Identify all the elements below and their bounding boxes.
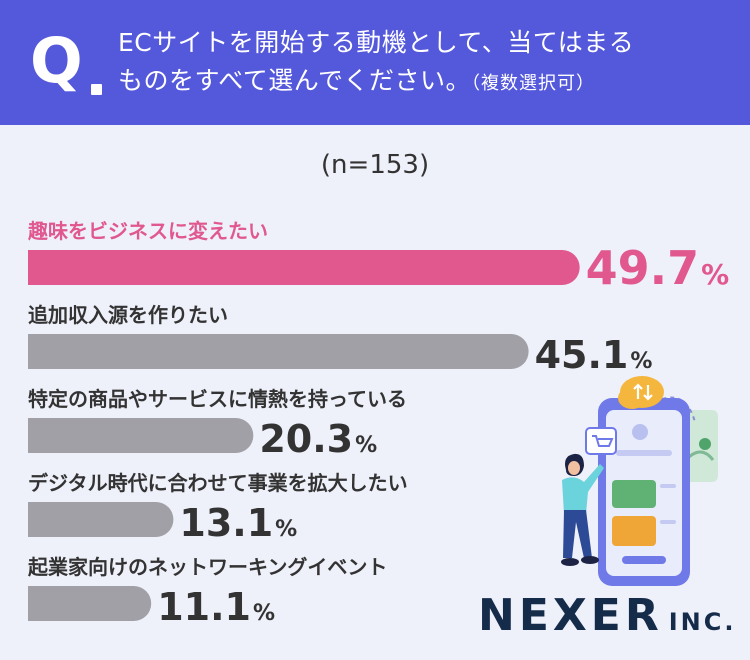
value-label: 49.7% (586, 241, 730, 295)
question-text-line2-main: ものをすべて選んでください。 (118, 66, 472, 95)
bars-layer: 趣味をビジネスに変えたい 49.7% 追加収入源を作りたい 45.1% 特定の商品やサー… (27, 219, 729, 629)
arrow-up-icon (633, 383, 643, 399)
screen-line (616, 450, 672, 456)
logo-suffix: INC. (668, 608, 737, 636)
value-unit: % (630, 349, 652, 374)
value-unit: % (275, 517, 297, 542)
bar-left-edge (28, 586, 63, 621)
sample-size-label: (n=153) (320, 150, 430, 180)
value-label: 11.1% (157, 585, 275, 629)
value-label: 13.1% (179, 501, 297, 545)
question-note: （複数選択可） (471, 73, 596, 94)
screen-line (660, 520, 676, 524)
value-unit: % (701, 258, 729, 291)
value-label: 45.1% (535, 333, 653, 377)
category-label: 趣味をビジネスに変えたい (27, 219, 268, 243)
category-label: 追加収入源を作りたい (28, 303, 228, 327)
ecommerce-illustration (561, 376, 718, 586)
screen-button (622, 556, 666, 564)
person-face (568, 461, 580, 475)
product-card-orange (612, 516, 656, 546)
category-label: デジタル時代に合わせて事業を拡大したい (28, 471, 408, 495)
value-unit: % (355, 433, 377, 458)
category-label: 起業家向けのネットワーキングイベント (27, 555, 387, 579)
bar-left-edge (28, 334, 63, 369)
bar-left-edge (28, 250, 63, 285)
bar-left-edge (28, 502, 63, 537)
person-shoe (581, 556, 599, 564)
category-label: 特定の商品やサービスに情熱を持っている (28, 387, 407, 411)
person-shoe (561, 558, 579, 566)
question-mark: Q (30, 24, 83, 97)
product-card-green (612, 480, 656, 508)
bar (28, 502, 174, 537)
screen-line (660, 484, 676, 488)
nexer-logo: NEXER INC. (478, 591, 737, 647)
value-unit: % (253, 601, 275, 626)
question-header: Q ECサイトを開始する動機として、当てはまる ものをすべて選んでください。（複… (0, 0, 750, 125)
question-mark-dot (91, 84, 102, 95)
logo-main: NEXER (478, 590, 663, 641)
cart-icon (592, 435, 614, 447)
bar (28, 250, 580, 285)
person-shirt (562, 464, 604, 514)
bar (28, 418, 254, 453)
arrow-down-icon (643, 385, 653, 401)
profile-icon (632, 424, 648, 440)
bar (28, 334, 529, 369)
question-text-line2: ものをすべて選んでください。（複数選択可） (118, 64, 595, 101)
value-label: 20.3% (259, 417, 377, 461)
bar-left-edge (28, 418, 63, 453)
person-pants (563, 510, 592, 558)
location-pin-icon (699, 438, 711, 450)
cart-badge (585, 427, 617, 455)
question-text-line1: ECサイトを開始する動機として、当てはまる (118, 28, 635, 57)
